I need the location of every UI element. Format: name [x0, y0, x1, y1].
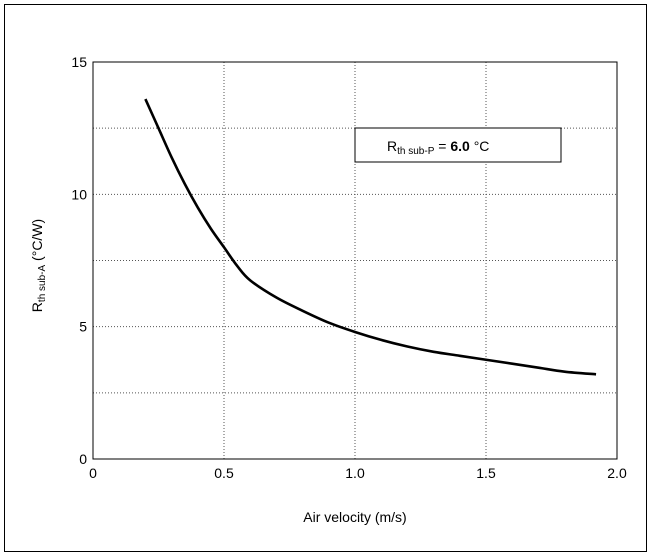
- x-tick-label: 1.5: [476, 465, 496, 481]
- series-line: [144, 98, 597, 376]
- figure-frame: [4, 4, 647, 552]
- y-axis-title-subscript: th sub-A: [37, 265, 48, 303]
- y-tick-label: 15: [71, 54, 87, 70]
- grid-lines: [93, 62, 617, 459]
- annotation-equals: =: [434, 138, 450, 154]
- x-tick-label: 0: [89, 465, 97, 481]
- annotation-subscript: th sub-P: [397, 146, 435, 157]
- x-tick-label: 1.0: [345, 465, 365, 481]
- annotation-box: [354, 127, 562, 163]
- y-tick-label: 10: [71, 186, 87, 202]
- y-axis-title-unit: (°C/W): [29, 219, 45, 265]
- x-axis-title: Air velocity (m/s): [303, 509, 406, 525]
- annotation-unit: °C: [470, 138, 490, 154]
- y-tick-labels: 0 5 10 15: [71, 54, 87, 467]
- x-tick-label: 0.5: [214, 465, 234, 481]
- annotation-main: R: [387, 138, 397, 154]
- annotation-text: Rth sub-P = 6.0 °C: [387, 138, 489, 157]
- annotation-value: 6.0: [450, 138, 470, 154]
- x-tick-labels: 0 0.5 1.0 1.5 2.0: [89, 465, 627, 481]
- y-tick-label: 5: [79, 319, 87, 335]
- y-axis-title-main: R: [29, 302, 45, 312]
- y-axis-title: Rth sub-A (°C/W): [29, 219, 48, 312]
- y-tick-label: 0: [79, 451, 87, 467]
- plot-area: [92, 61, 618, 460]
- x-tick-label: 2.0: [607, 465, 627, 481]
